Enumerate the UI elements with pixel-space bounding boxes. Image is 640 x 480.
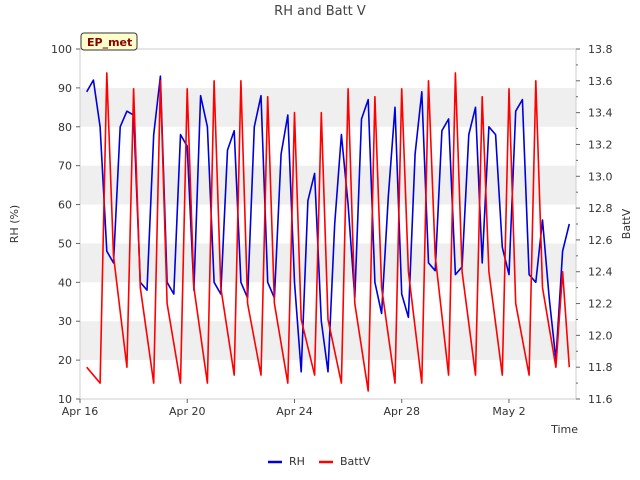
series-line-battv [86,72,571,392]
y-axis-right: 11.6 11.8 12.0 12.2 12.4 12.6 12.8 13.0 13.2 13.4… [576,43,613,406]
series-layer [86,72,571,392]
y-tick-label-right: 12.0 [588,329,613,342]
y-tick-label-left: 90 [58,82,72,95]
y-tick-label-left: 10 [58,393,72,406]
y-tick-label-right: 11.8 [588,361,613,374]
y-tick-label-right: 12.6 [588,234,613,247]
legend-label-rh: RH [289,455,305,468]
y-tick-label-right: 11.6 [588,393,613,406]
grid-band [80,321,576,361]
grid-band [80,243,576,283]
plot-background-bands [80,87,576,361]
y-tick-label-right: 13.2 [588,138,613,151]
legend-label-battv: BattV [340,455,371,468]
x-tick-label: Apr 16 [62,405,99,418]
y-tick-label-left: 100 [51,43,72,56]
y-tick-label-left: 60 [58,199,72,212]
y-tick-label-right: 13.8 [588,43,613,56]
x-axis: Apr 16 Apr 20 Apr 24 Apr 28 May 2 [62,399,526,418]
y-tick-label-left: 20 [58,354,72,367]
y-tick-label-left: 30 [58,315,72,328]
y-tick-label-right: 13.4 [588,107,613,120]
y-tick-label-left: 70 [58,160,72,173]
y-axis-left: 10 20 30 40 50 60 70 80 90 100 [51,43,80,406]
y-tick-label-right: 13.6 [588,75,613,88]
x-tick-label: Apr 28 [383,405,420,418]
y-tick-label-left: 80 [58,121,72,134]
x-tick-label: Apr 20 [169,405,206,418]
y-tick-label-right: 13.0 [588,170,613,183]
legend: RH BattV [268,455,371,468]
x-tick-label: May 2 [492,405,525,418]
y-tick-label-right: 12.8 [588,202,613,215]
badge-label: EP_met [87,36,132,49]
chart-title: RH and Batt V [274,4,366,19]
x-tick-label: Apr 24 [276,405,313,418]
y-tick-label-right: 12.2 [588,298,613,311]
y-tick-label-left: 50 [58,237,72,250]
grid-band [80,87,576,127]
badge: EP_met [80,32,138,51]
y-tick-label-left: 40 [58,276,72,289]
y-tick-label-right: 12.4 [588,266,613,279]
y-axis-right-title: BattV [620,208,633,239]
x-axis-title: Time [550,423,578,436]
badge-box [80,32,138,51]
grid-band [80,165,576,205]
y-axis-left-title: RH (%) [8,205,21,243]
